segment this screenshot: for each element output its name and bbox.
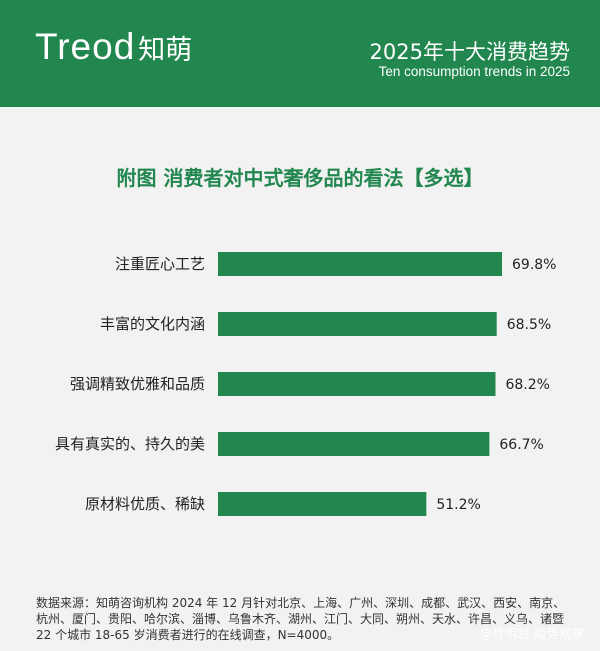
bar [218, 252, 502, 276]
logo-text-en: Treod [35, 26, 136, 67]
data-source-footnote: 数据来源：知萌咨询机构 2024 年 12 月针对北京、上海、广州、深圳、成都、… [36, 596, 566, 642]
bar [218, 312, 497, 336]
bar [218, 492, 427, 516]
category-label: 具有真实的、持久的美 [55, 435, 205, 453]
report-title: 2025年十大消费趋势 [369, 40, 570, 64]
category-label: 强调精致优雅和品质 [70, 375, 205, 393]
value-label: 66.7% [499, 437, 543, 453]
value-label: 68.5% [507, 317, 551, 333]
value-label: 51.2% [436, 497, 480, 513]
header-banner: Treod 知萌 2025年十大消费趋势 Ten consumption tre… [0, 0, 600, 107]
brand-watermark: @肖明超-趋势观察 [479, 626, 584, 641]
bar [218, 372, 496, 396]
value-label: 68.2% [505, 377, 549, 393]
chart-title: 附图 消费者对中式奢侈品的看法【多选】 [116, 166, 484, 190]
logo: Treod 知萌 [35, 26, 192, 68]
category-label: 原材料优质、稀缺 [85, 495, 205, 513]
logo-text-zh: 知萌 [138, 35, 193, 66]
report-subtitle: Ten consumption trends in 2025 [378, 64, 570, 79]
category-label: 注重匠心工艺 [115, 255, 205, 273]
bar-chart: 注重匠心工艺 69.8% 丰富的文化内涵 68.5% 强调精致优雅和品质 68.2% 具有真… [55, 252, 556, 516]
category-label: 丰富的文化内涵 [100, 315, 205, 333]
value-label: 69.8% [512, 257, 556, 273]
bar [218, 432, 490, 456]
